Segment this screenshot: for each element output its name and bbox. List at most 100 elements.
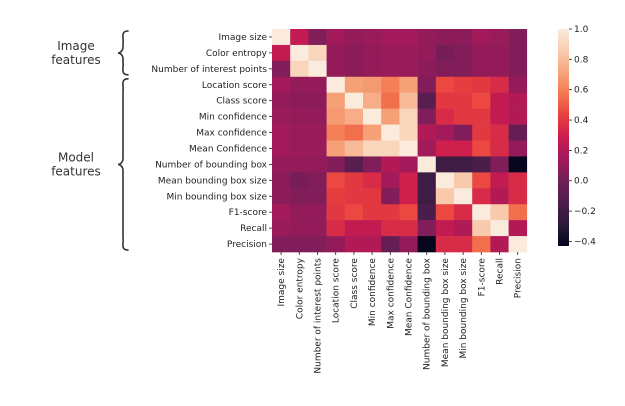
heatmap-cell: [490, 92, 509, 109]
heatmap-cell: [399, 108, 418, 125]
colorbar-gradient: [558, 29, 569, 246]
heatmap-cell: [308, 220, 327, 237]
heatmap-cell: [399, 172, 418, 189]
heatmap-cell: [381, 236, 400, 253]
heatmap-cell: [472, 29, 491, 46]
heatmap-cell: [308, 204, 327, 221]
heatmap-cell: [472, 236, 491, 253]
column-labels: Image size Color entropy Number of interes…: [277, 252, 524, 374]
column-label: Min bounding box size: [459, 258, 469, 359]
heatmap-cell: [490, 124, 509, 141]
colorbar: 1.0 0.8 0.6 0.4 0.2 0.0 −0.2 −0.4: [558, 25, 596, 247]
heatmap-cell: [417, 140, 437, 157]
heatmap-cell: [381, 29, 400, 46]
row-label: Location score: [202, 81, 268, 91]
heatmap-cell: [290, 92, 309, 109]
heatmap-cell: [454, 140, 473, 157]
heatmap-cell: [454, 156, 473, 173]
heatmap-cell: [326, 76, 346, 94]
heatmap-cell: [272, 204, 291, 221]
heatmap-cell: [399, 44, 418, 62]
group-label: Image: [57, 39, 95, 53]
heatmap-cell: [272, 188, 291, 205]
column-label: Mean Confidence: [405, 258, 415, 336]
heatmap-cell: [308, 140, 327, 157]
heatmap-cell: [435, 44, 455, 62]
heatmap-cell: [508, 172, 528, 189]
heatmap-cell: [308, 60, 327, 78]
heatmap-cell: [399, 60, 418, 78]
heatmap-cell: [326, 204, 346, 221]
heatmap-cell: [381, 188, 400, 205]
heatmap-cell: [435, 156, 455, 173]
heatmap-cell: [344, 108, 364, 125]
column-label: Color entropy: [295, 257, 305, 319]
heatmap-cell: [417, 29, 437, 46]
heatmap-cell: [363, 156, 382, 173]
heatmap-cell: [472, 44, 491, 62]
heatmap-cell: [272, 108, 291, 125]
heatmap-cell: [454, 108, 473, 125]
heatmap-cell: [308, 124, 327, 141]
heatmap-cell: [435, 188, 455, 205]
heatmap-cell: [435, 108, 455, 125]
heatmap-cell: [290, 220, 309, 237]
row-label: Number of interest points: [151, 65, 267, 75]
heatmap-cell: [490, 220, 509, 237]
heatmap-cell: [399, 236, 418, 253]
heatmap-cell: [490, 140, 509, 157]
colorbar-tick-label: −0.4: [574, 237, 596, 247]
heatmap-cell: [417, 60, 437, 78]
column-label: Number of bounding box: [423, 257, 433, 370]
heatmap-cell: [472, 220, 491, 237]
heatmap-cell: [417, 124, 437, 141]
heatmap-cell: [363, 76, 382, 94]
heatmap-cell: [454, 220, 473, 237]
heatmap-cell: [472, 156, 491, 173]
heatmap-cell: [472, 140, 491, 157]
heatmap-cell: [272, 76, 291, 94]
colorbar-tick-label: 0.4: [574, 116, 589, 126]
row-label: Mean Confidence: [189, 144, 267, 154]
heatmap-cell: [344, 76, 364, 94]
heatmap-cell: [326, 92, 346, 109]
heatmap-cell: [472, 124, 491, 141]
heatmap-cell: [344, 92, 364, 109]
heatmap-cell: [454, 236, 473, 253]
row-label: Class score: [216, 97, 267, 107]
heatmap-cell: [326, 236, 346, 253]
heatmap-cell: [326, 124, 346, 141]
heatmap-cell: [417, 172, 437, 189]
heatmap-cell: [344, 124, 364, 141]
heatmap-cell: [399, 92, 418, 109]
heatmap-cell: [508, 60, 528, 78]
heatmap-cell: [490, 29, 509, 46]
heatmap-cell: [308, 29, 327, 46]
heatmap-cell: [508, 220, 528, 237]
group-label: features: [51, 53, 101, 67]
heatmap-cell: [344, 204, 364, 221]
heatmap-cell: [435, 236, 455, 253]
row-label: Min bounding box size: [166, 192, 267, 202]
heatmap-cell: [472, 172, 491, 189]
heatmap-cell: [399, 140, 418, 157]
heatmap-cell: [326, 29, 346, 46]
heatmap-cell: [290, 188, 309, 205]
group-label: features: [51, 164, 101, 178]
heatmap-cell: [363, 140, 382, 157]
heatmap-cell: [435, 204, 455, 221]
heatmap-cell: [381, 44, 400, 62]
heatmap-cell: [399, 124, 418, 141]
heatmap-cell: [490, 236, 509, 253]
row-label: F1-score: [229, 208, 268, 218]
heatmap-cell: [417, 156, 437, 173]
heatmap-cell: [417, 44, 437, 62]
heatmap-cell: [326, 172, 346, 189]
heatmap-cell: [326, 220, 346, 237]
heatmap-cell: [272, 124, 291, 141]
heatmap-cell: [381, 124, 400, 141]
heatmap-cell: [508, 188, 528, 205]
heatmap-cell: [381, 220, 400, 237]
heatmap-cell: [454, 124, 473, 141]
